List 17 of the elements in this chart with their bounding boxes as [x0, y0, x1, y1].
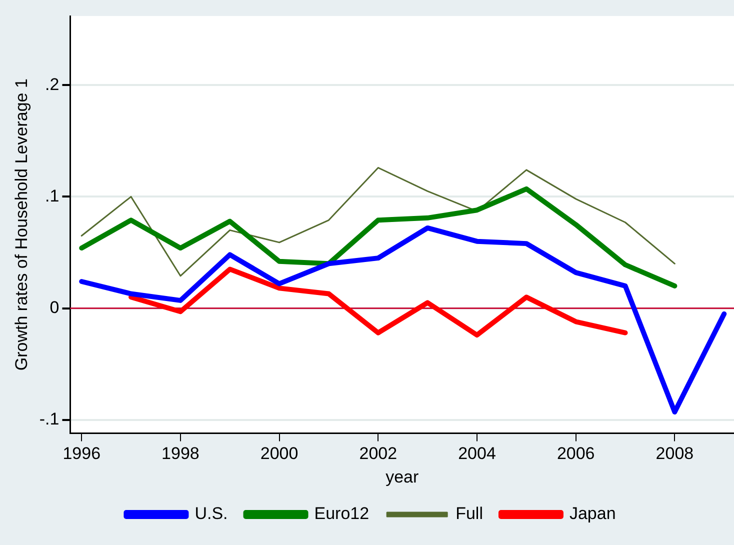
x-axis-title: year [386, 467, 419, 486]
legend-label: Japan [569, 504, 616, 524]
y-tick-label: .1 [45, 186, 60, 206]
x-tick-label: 1998 [162, 444, 200, 464]
legend-label: U.S. [194, 504, 228, 524]
x-tick-label: 2008 [656, 444, 694, 464]
y-tick-label: -.1 [39, 410, 60, 428]
y-axis-title: Growth rates of Household Leverage 1 [12, 78, 31, 371]
x-tick-label: 2004 [458, 444, 496, 464]
legend-label: Euro12 [314, 504, 370, 524]
x-tick-label: 1996 [62, 444, 101, 464]
legend-label: Full [456, 504, 483, 524]
x-tick-label: 2006 [556, 444, 595, 464]
y-tick-label: 0 [50, 298, 60, 317]
x-tick-label: 2002 [359, 444, 398, 464]
y-tick-label: .2 [45, 74, 60, 94]
x-tick-label: 2000 [260, 444, 298, 464]
